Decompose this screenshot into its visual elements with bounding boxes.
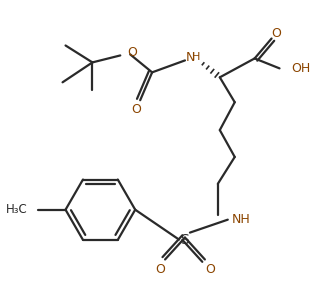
Text: O: O xyxy=(205,263,215,276)
Text: NH: NH xyxy=(232,213,251,226)
Text: O: O xyxy=(127,46,137,59)
Text: O: O xyxy=(272,27,281,40)
Text: H₃C: H₃C xyxy=(6,203,28,216)
Text: S: S xyxy=(181,232,189,247)
Text: H: H xyxy=(192,53,200,63)
Text: O: O xyxy=(155,263,165,276)
Text: N: N xyxy=(186,51,195,64)
Text: OH: OH xyxy=(292,62,311,75)
Text: O: O xyxy=(131,103,141,116)
